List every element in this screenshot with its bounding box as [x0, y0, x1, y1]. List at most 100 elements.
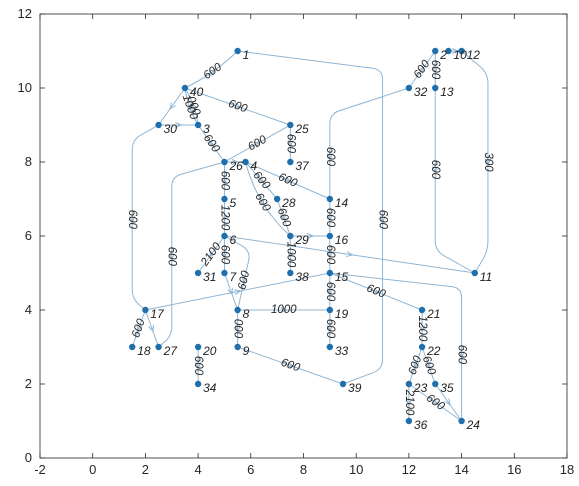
- edge-arrow-4-29: [258, 198, 265, 207]
- edge-arrow-17-18: [136, 324, 143, 333]
- x-tick-label: 18: [560, 462, 574, 477]
- edge-arrow-13-11: [432, 166, 439, 174]
- edge-arrow-3-26: [207, 139, 214, 148]
- node-38: [287, 269, 294, 277]
- node-35: [432, 380, 439, 388]
- node-6: [221, 232, 228, 240]
- node-27: [155, 343, 162, 351]
- node-31: [194, 269, 202, 277]
- node-36: [405, 417, 413, 425]
- node-label-12: 12: [467, 48, 481, 62]
- edge-arrow-8-19: [280, 307, 289, 313]
- node-22: [418, 343, 426, 351]
- node-label-16: 16: [335, 233, 349, 247]
- y-tick-label: 0: [25, 450, 32, 465]
- edge-1-39: [237, 50, 384, 385]
- edge-arrow-40-1: [208, 69, 217, 76]
- node-label-29: 29: [294, 233, 309, 247]
- edge-label-12-11: 300: [482, 152, 494, 172]
- edge-arrow-26-4: [231, 159, 240, 165]
- edge-label-26-27: 600: [166, 247, 178, 267]
- edge-32-14: [329, 87, 410, 199]
- node-12: [458, 47, 465, 55]
- node-10: [445, 47, 452, 55]
- node-label-31: 31: [203, 270, 216, 284]
- edge-arrow-20-34: [195, 362, 202, 370]
- edge-35-24: [434, 383, 463, 422]
- node-label-26: 26: [228, 159, 243, 173]
- edge-arrow-22-23: [413, 361, 420, 370]
- edge-22-35: [421, 346, 436, 385]
- edge-arrow-6-11: [346, 251, 354, 258]
- edge-arrow-7-8: [227, 287, 233, 296]
- node-labels-layer: 1 234567891011121314151617181920212223242…: [137, 48, 492, 432]
- edge-label-30-17: 600: [126, 210, 138, 230]
- node-2: [432, 47, 439, 55]
- edge-label-21-22: 1200: [416, 316, 428, 342]
- edge-6-31: [197, 235, 225, 274]
- edge-arrow-2-13: [432, 66, 439, 74]
- edge-4-28: [245, 161, 278, 200]
- x-tick-label: 10: [349, 462, 363, 477]
- edge-arrow-15-24: [458, 351, 465, 359]
- node-label-7: 7: [229, 270, 237, 284]
- y-tick-label: 6: [25, 228, 32, 243]
- x-tick-label: 2: [142, 462, 149, 477]
- node-label-34: 34: [203, 381, 217, 395]
- edge-17-15: [145, 272, 330, 311]
- node-19: [326, 306, 334, 314]
- node-26: [221, 158, 228, 166]
- node-17: [142, 306, 149, 314]
- node-label-11: 11: [480, 270, 492, 284]
- node-37: [287, 158, 294, 166]
- node-11: [471, 269, 478, 277]
- edge-arrow-26-27: [168, 253, 175, 261]
- edge-label-13-11: 600: [429, 160, 441, 180]
- edge-arrow-15-21: [372, 287, 380, 294]
- node-25: [287, 121, 294, 129]
- edge-17-18: [131, 309, 146, 348]
- node-label-3: 3: [203, 122, 210, 136]
- node-33: [326, 343, 334, 351]
- edge-arrow-28-29: [280, 213, 286, 222]
- node-label-5: 5: [229, 196, 236, 210]
- node-label-20: 20: [202, 344, 217, 358]
- node-label-38: 38: [295, 270, 309, 284]
- edge-arrow-6-31: [208, 250, 216, 259]
- edge-arrow-4-28: [257, 176, 265, 184]
- node-label-13: 13: [440, 85, 454, 99]
- y-tick-label: 10: [18, 80, 32, 95]
- x-tick-label: 12: [402, 462, 416, 477]
- edge-40-1: [184, 50, 238, 89]
- edge-arrow-40-30: [169, 102, 176, 111]
- node-label-9: 9: [243, 344, 250, 358]
- node-label-32: 32: [414, 85, 428, 99]
- nodes-layer: [129, 47, 478, 425]
- edge-label-32-14: 600: [324, 147, 336, 167]
- edge-arrow-3-40: [191, 101, 198, 110]
- node-label-30: 30: [164, 122, 178, 136]
- node-4: [242, 158, 249, 166]
- edge-28-29: [276, 198, 291, 237]
- node-label-28: 28: [281, 196, 296, 210]
- node-label-40: 40: [190, 85, 204, 99]
- edge-label-8-9: 000: [232, 319, 244, 339]
- x-tick-label: -2: [34, 462, 46, 477]
- node-21: [418, 306, 426, 314]
- edge-arrow-25-37: [287, 140, 294, 148]
- node-label-4: 4: [251, 159, 258, 173]
- edge-label-14-16: 600: [324, 208, 336, 228]
- node-16: [326, 232, 334, 240]
- edge-26-25: [224, 124, 291, 163]
- node-label-21: 21: [426, 307, 440, 321]
- node-label-35: 35: [440, 381, 454, 395]
- edge-22-23: [408, 346, 423, 385]
- edge-arrow-23-36: [405, 399, 412, 407]
- edge-arrow-6-7: [221, 251, 228, 259]
- edge-32-2: [408, 50, 436, 89]
- node-label-8: 8: [243, 307, 250, 321]
- node-30: [155, 121, 162, 129]
- edge-label-1-39: 600: [377, 210, 389, 230]
- edge-15-21: [329, 272, 423, 311]
